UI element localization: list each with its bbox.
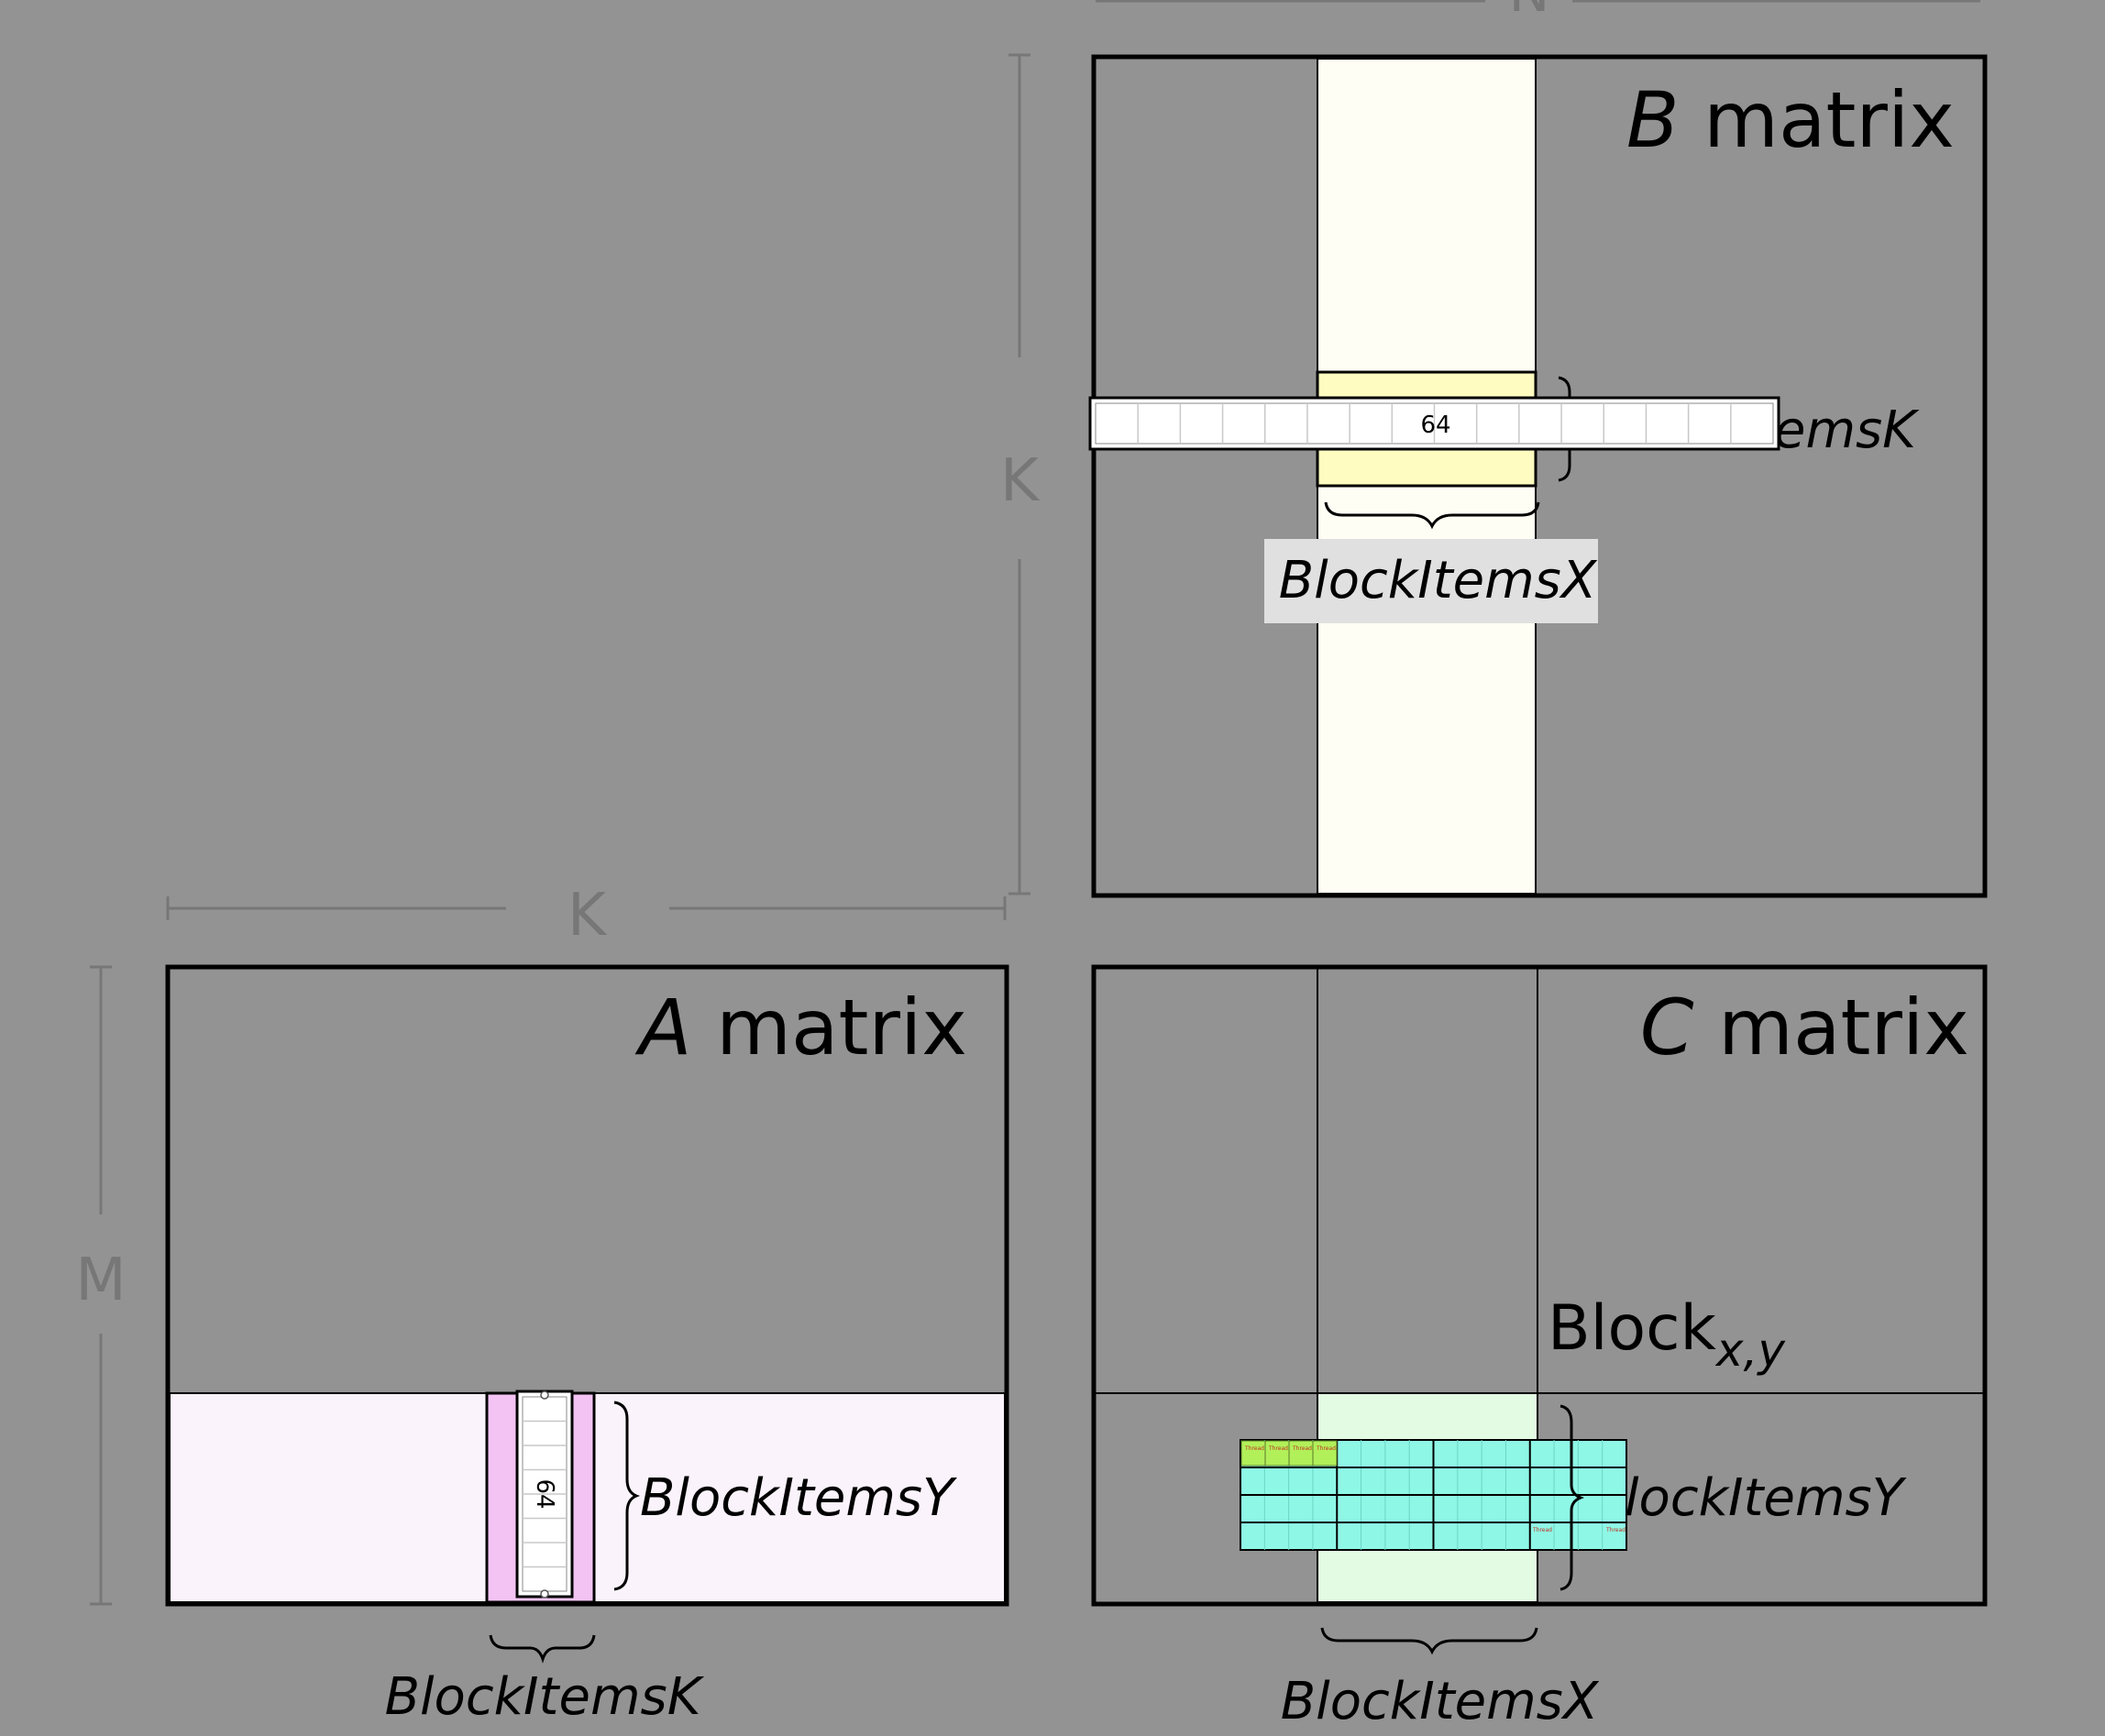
c-thread-label-4: Thread (1316, 1445, 1336, 1452)
b-matrix: B matrix emsK BlockItemsX 64 (1088, 54, 1988, 898)
dim-label-n: N (1509, 0, 1550, 25)
c-thread-label-6: Thread (1605, 1527, 1626, 1533)
c-thread-label-5: Thread (1532, 1527, 1552, 1533)
c-matrix: C matrix Blockx,y Thread Thread Thread T… (1091, 964, 1988, 1731)
c-block-items-x-brace (1320, 1627, 1538, 1655)
b-matrix-frame (1091, 54, 1988, 898)
b-block-items-x-highlight (1264, 539, 1598, 623)
c-thread-label-2: Thread (1268, 1445, 1288, 1452)
a-block-items-k-brace (489, 1634, 596, 1664)
a-block-items-y-brace (613, 1401, 641, 1591)
dim-label-k-vertical: K (1000, 447, 1041, 515)
a-block-items-y-label: BlockItemsY (640, 1468, 957, 1528)
b-ruler: 64 (1088, 396, 1780, 451)
a-ruler-value: 64 (531, 1478, 558, 1509)
b-matrix-title: B matrix (1626, 75, 1955, 165)
a-matrix-frame (165, 964, 1009, 1607)
c-block-items-y-label: lockItemsY (1625, 1468, 1907, 1528)
b-block-items-k-label: emsK (1774, 401, 1920, 460)
c-thread-label-1: Thread (1244, 1445, 1264, 1452)
c-block-label: Blockx,y (1548, 1292, 1786, 1377)
dim-label-k-horizontal: K (568, 882, 608, 950)
b-block-items-x-label: BlockItemsX (1279, 551, 1598, 610)
a-matrix-title: A matrix (634, 983, 967, 1072)
c-thread-label-3: Thread (1292, 1445, 1312, 1452)
c-matrix-frame (1091, 964, 1988, 1607)
c-matrix-title: C matrix (1640, 983, 1969, 1072)
dim-label-m: M (75, 1247, 126, 1314)
b-block-items-x-brace (1324, 501, 1540, 530)
c-block-items-x-label: BlockItemsX (1281, 1672, 1600, 1731)
dimension-indicators (90, 0, 1980, 1606)
b-ruler-value: 64 (1420, 412, 1450, 439)
a-block-items-k-label: BlockItemsK (385, 1667, 705, 1727)
a-ruler: 64 (515, 1390, 574, 1599)
c-warp-tiles: Thread Thread Thread Thread Thread Threa… (1240, 1439, 1627, 1551)
a-matrix: A matrix 64 BlockItemsY BlockItemsK (165, 964, 1009, 1727)
c-block-items-y-brace (1559, 1404, 1585, 1591)
